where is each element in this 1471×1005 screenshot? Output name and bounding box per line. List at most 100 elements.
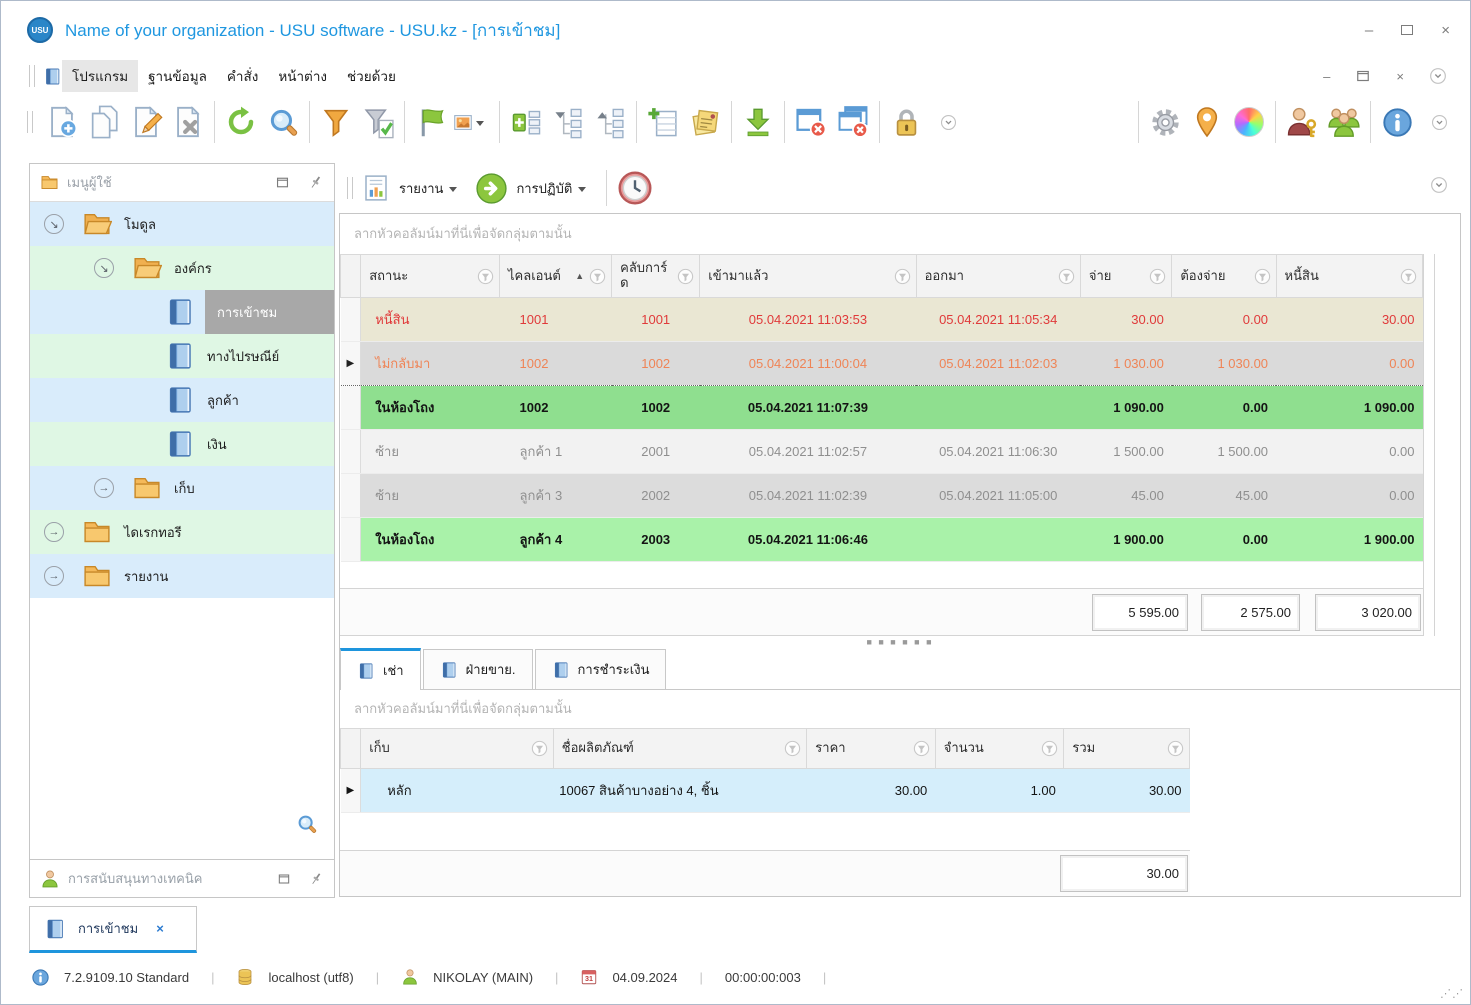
toolbar-overflow-2[interactable] [1418, 101, 1460, 143]
splitter-handle[interactable]: ■ ■ ■ ■ ■ ■ [340, 636, 1460, 648]
column-header-topay[interactable]: ต้องจ่าย [1172, 255, 1276, 298]
resize-grip[interactable]: ⋰⋰ [1440, 987, 1464, 1000]
toolbar-drag-grip[interactable] [27, 111, 33, 133]
tree-item-money[interactable]: เงิน [30, 422, 334, 466]
palette-button[interactable] [1228, 101, 1270, 143]
filter-funnel-icon[interactable] [476, 267, 495, 286]
menu-item-commands[interactable]: คำสั่ง [217, 60, 268, 92]
tab-sales[interactable]: ฝ่ายขาย. [423, 649, 533, 689]
tree-item-modules[interactable]: ↘ โมดูล [30, 202, 334, 246]
tree-item-reports[interactable]: → รายงาน [30, 554, 334, 598]
column-header-debt[interactable]: หนี้สิน [1276, 255, 1422, 298]
copy-document-button[interactable] [83, 101, 125, 143]
menu-overflow-chevron-icon[interactable] [1428, 66, 1448, 86]
export-button[interactable] [737, 101, 779, 143]
collapse-arrow-icon[interactable]: ↘ [94, 258, 114, 278]
filter-funnel-icon[interactable] [1057, 267, 1076, 286]
tree-search-icon[interactable] [296, 813, 318, 835]
filter-funnel-icon[interactable] [676, 267, 695, 286]
minimize-button[interactable]: – [1365, 22, 1373, 39]
info-button[interactable] [1376, 101, 1418, 143]
column-header-price[interactable]: ราคา [807, 729, 936, 769]
refresh-button[interactable] [220, 101, 262, 143]
selected-tree-item[interactable]: การเข้าชม [205, 290, 334, 334]
detail-row-selected[interactable]: ▶ หลัก 10067 สินค้าบางอย่าง 4, ชิ้น 30.0… [341, 769, 1190, 813]
search-button[interactable] [262, 101, 304, 143]
add-row-button[interactable] [642, 101, 684, 143]
float-panel-icon[interactable] [274, 174, 291, 191]
visits-table[interactable]: สถานะ ไคลเอนต์▲ คลับการ์ด เข้ามาแล้ว ออก… [340, 254, 1423, 562]
users-button[interactable] [1323, 101, 1365, 143]
column-header-client[interactable]: ไคลเอนต์▲ [500, 255, 612, 298]
action-button[interactable]: การปฏิบัติ [516, 178, 572, 199]
column-header-qty[interactable]: จำนวน [935, 729, 1064, 769]
settings-button[interactable] [1144, 101, 1186, 143]
report-button[interactable]: รายงาน [399, 178, 443, 199]
expand-arrow-icon[interactable]: → [44, 522, 64, 542]
tab-payments[interactable]: การชำระเงิน [535, 649, 667, 689]
edit-document-button[interactable] [125, 101, 167, 143]
menu-drag-grip[interactable] [29, 65, 35, 87]
delete-document-button[interactable] [167, 101, 209, 143]
tree-item-mailing[interactable]: ทางไปรษณีย์ [30, 334, 334, 378]
pin-icon[interactable] [307, 174, 324, 191]
column-header-exited[interactable]: ออกมา [916, 255, 1080, 298]
document-tab-visits[interactable]: การเข้าชม × [29, 906, 197, 953]
tree-item-organization[interactable]: ↘ องค์กร [30, 246, 334, 290]
pin-icon[interactable] [308, 871, 324, 887]
expand-tree-button[interactable] [547, 101, 589, 143]
tree-item-customers[interactable]: ลูกค้า [30, 378, 334, 422]
column-header-entered[interactable]: เข้ามาแล้ว [700, 255, 916, 298]
grid-scrollbar[interactable] [1423, 254, 1435, 636]
filter-funnel-icon[interactable] [1399, 267, 1418, 286]
new-document-button[interactable] [41, 101, 83, 143]
notes-button[interactable] [684, 101, 726, 143]
collapse-arrow-icon[interactable]: ↘ [44, 214, 64, 234]
tab-close-icon[interactable]: × [156, 921, 164, 936]
flag-button[interactable] [410, 101, 452, 143]
filter-funnel-icon[interactable] [1040, 739, 1059, 758]
detail-table[interactable]: เก็บ ชื่อผลิตภัณฑ์ ราคา จำนวน รวม ▶ หลัก… [340, 728, 1190, 813]
maximize-button[interactable] [1401, 25, 1413, 35]
toolbar-overflow-1[interactable] [927, 101, 969, 143]
image-button[interactable] [452, 101, 494, 143]
column-header-product[interactable]: ชื่อผลิตภัณฑ์ [553, 729, 807, 769]
child-close-button[interactable]: × [1396, 69, 1404, 84]
child-minimize-button[interactable]: – [1323, 69, 1330, 84]
table-row[interactable]: ซ้าย ลูกค้า 3 2002 05.04.2021 11:02:39 0… [341, 474, 1423, 518]
grid-toolbar-grip[interactable] [347, 177, 353, 199]
technical-support-panel[interactable]: การสนับสนุนทางเทคนิค [30, 859, 334, 897]
filter-funnel-icon[interactable] [912, 739, 931, 758]
menu-item-window[interactable]: หน้าต่าง [268, 60, 337, 92]
execute-play-icon[interactable] [475, 172, 508, 205]
collapse-tree-button[interactable] [589, 101, 631, 143]
table-row[interactable]: ในห้องโถง 1002 1002 05.04.2021 11:07:39 … [341, 386, 1423, 430]
table-row-selected[interactable]: ▶ ไม่กลับมา 1002 1002 05.04.2021 11:00:0… [341, 342, 1423, 386]
tab-rent[interactable]: เช่า [340, 648, 421, 690]
panel-overflow-chevron-icon[interactable] [1429, 175, 1449, 195]
filter-funnel-icon[interactable] [588, 267, 607, 286]
timer-clock-icon[interactable] [617, 170, 653, 206]
table-row[interactable]: ซ้าย ลูกค้า 1 2001 05.04.2021 11:02:57 0… [341, 430, 1423, 474]
location-button[interactable] [1186, 101, 1228, 143]
column-header-sum[interactable]: รวม [1064, 729, 1190, 769]
filter-funnel-icon[interactable] [1253, 267, 1272, 286]
column-header-paid[interactable]: จ่าย [1080, 255, 1171, 298]
menu-item-program[interactable]: โปรแกรม [62, 60, 138, 92]
menu-item-database[interactable]: ฐานข้อมูล [138, 60, 217, 92]
filter-button[interactable] [315, 101, 357, 143]
filter-apply-button[interactable] [357, 101, 399, 143]
column-header-status[interactable]: สถานะ [361, 255, 500, 298]
tree-item-directories[interactable]: → ไดเรกทอรี [30, 510, 334, 554]
float-panel-icon[interactable] [276, 871, 292, 887]
filter-funnel-icon[interactable] [783, 739, 802, 758]
filter-funnel-icon[interactable] [893, 267, 912, 286]
column-header-clubcard[interactable]: คลับการ์ด [612, 255, 700, 298]
table-row[interactable]: ในห้องโถง ลูกค้า 4 2003 05.04.2021 11:06… [341, 518, 1423, 562]
table-row[interactable]: หนี้สิน 1001 1001 05.04.2021 11:03:53 05… [341, 298, 1423, 342]
user-permissions-button[interactable] [1281, 101, 1323, 143]
filter-funnel-icon[interactable] [1166, 739, 1185, 758]
expand-arrow-icon[interactable]: → [44, 566, 64, 586]
add-group-button[interactable] [505, 101, 547, 143]
expand-arrow-icon[interactable]: → [94, 478, 114, 498]
